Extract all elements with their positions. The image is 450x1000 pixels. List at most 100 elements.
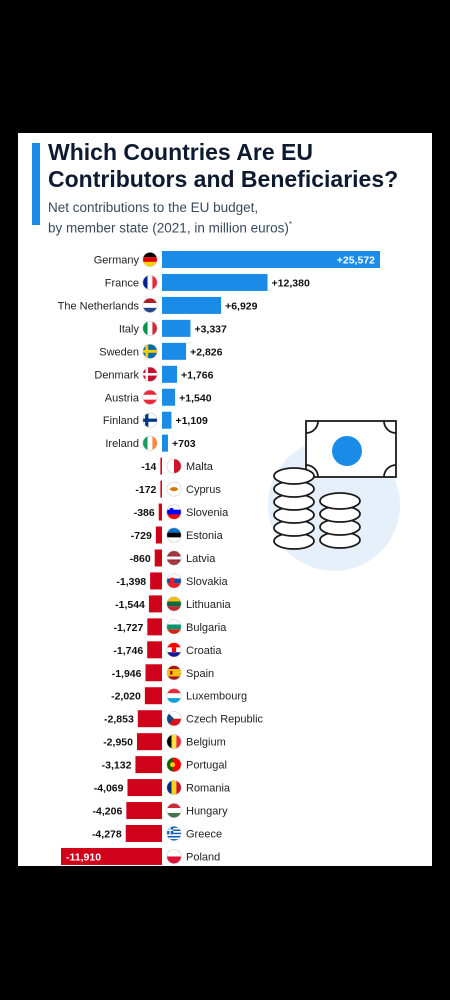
bar-estonia xyxy=(155,526,162,544)
bar-spain xyxy=(145,664,162,682)
value-label-croatia: -1,746 xyxy=(113,645,143,657)
title-accent-bar xyxy=(32,143,40,225)
category-label-poland: Poland xyxy=(186,851,220,863)
category-label-austria: Austria xyxy=(105,392,140,404)
poland-flag-outline xyxy=(166,848,182,864)
value-label-spain: -1,946 xyxy=(112,668,142,680)
portugal-flag-icon xyxy=(166,757,182,772)
italy-flag-icon xyxy=(142,321,158,336)
bulgaria-flag-outline xyxy=(166,619,182,635)
greece-flag-outline xyxy=(166,825,182,841)
value-label-ireland: +703 xyxy=(172,438,196,450)
bar-cyprus xyxy=(160,480,162,498)
category-label-italy: Italy xyxy=(119,323,140,335)
coin-stack-right-icon xyxy=(319,492,361,549)
subtitle-line-1: Net contributions to the EU budget, xyxy=(48,200,259,215)
bar-germany xyxy=(162,251,380,268)
bar-portugal xyxy=(135,756,162,774)
category-label-slovenia: Slovenia xyxy=(186,507,229,519)
bar-greece xyxy=(125,825,162,842)
romania-flag-icon xyxy=(166,780,182,795)
slovenia-flag-icon xyxy=(166,504,182,520)
poland-flag-icon xyxy=(166,849,182,864)
sweden-flag-icon xyxy=(142,344,158,359)
hungary-flag-icon xyxy=(166,803,182,818)
latvia-flag-icon xyxy=(166,550,182,566)
bar-lithuania xyxy=(148,595,162,613)
bar-latvia xyxy=(154,549,162,567)
chart-subtitle: Net contributions to the EU budget, by me… xyxy=(48,199,428,237)
value-label-czech-republic: -2,853 xyxy=(104,714,134,726)
sweden-flag-outline xyxy=(142,343,158,359)
value-label-lithuania: -1,544 xyxy=(115,599,145,611)
finland-flag-outline xyxy=(142,412,158,428)
value-label-estonia: -729 xyxy=(131,530,152,542)
bar-slovakia xyxy=(150,572,162,590)
bar-slovenia xyxy=(158,503,162,521)
category-label-ireland: Ireland xyxy=(105,438,139,450)
bar-ireland xyxy=(162,434,168,452)
value-label-france: +12,380 xyxy=(272,277,310,289)
value-label-malta: -14 xyxy=(141,461,156,473)
ireland-flag-outline xyxy=(142,435,158,451)
category-label-croatia: Croatia xyxy=(186,645,222,657)
chart-title: Which Countries Are EU Contributors and … xyxy=(48,139,399,192)
value-label-denmark: +1,766 xyxy=(181,369,214,381)
croatia-flag-outline xyxy=(166,642,182,658)
value-label-slovakia: -1,398 xyxy=(116,576,146,588)
czech-republic-flag-outline xyxy=(166,711,182,727)
lithuania-flag-icon xyxy=(166,596,182,612)
the-netherlands-flag-outline xyxy=(142,297,158,313)
luxembourg-flag-outline xyxy=(166,688,182,704)
value-label-poland: -11,910 xyxy=(66,851,101,863)
finland-flag-icon xyxy=(142,413,158,428)
lithuania-flag-outline xyxy=(166,596,182,612)
value-label-bulgaria: -1,727 xyxy=(114,622,144,634)
value-label-hungary: -4,206 xyxy=(93,806,123,818)
bar-sweden xyxy=(162,342,187,360)
italy-flag-outline xyxy=(142,320,158,336)
bar-croatia xyxy=(147,641,162,659)
category-label-spain: Spain xyxy=(186,668,214,680)
greece-flag-icon xyxy=(166,826,182,841)
value-label-romania: -4,069 xyxy=(94,783,124,795)
spain-flag-outline xyxy=(166,665,182,681)
ireland-flag-icon xyxy=(142,435,158,451)
category-label-the-netherlands: The Netherlands xyxy=(58,300,140,312)
category-label-portugal: Portugal xyxy=(186,760,227,772)
malta-flag-icon xyxy=(166,458,182,474)
estonia-flag-icon xyxy=(166,527,182,543)
germany-flag-outline xyxy=(142,252,158,268)
bar-austria xyxy=(162,388,176,406)
bulgaria-flag-icon xyxy=(166,619,182,635)
category-label-hungary: Hungary xyxy=(186,806,228,818)
slovakia-flag-icon xyxy=(166,573,182,589)
bar-france xyxy=(162,273,268,291)
spain-flag-icon xyxy=(166,665,182,680)
latvia-flag-outline xyxy=(166,550,182,566)
value-label-austria: +1,540 xyxy=(179,392,212,404)
france-flag-outline xyxy=(142,274,158,290)
value-label-slovenia: -386 xyxy=(134,507,155,519)
banknote-and-coin-stacks-icon xyxy=(268,420,400,571)
belgium-flag-icon xyxy=(166,734,182,749)
germany-flag-icon xyxy=(142,252,158,267)
bar-poland xyxy=(61,847,162,865)
cyprus-flag-outline xyxy=(166,481,182,497)
value-label-sweden: +2,826 xyxy=(190,346,223,358)
austria-flag-outline xyxy=(142,389,158,405)
bar-italy xyxy=(162,319,191,337)
bar-finland xyxy=(162,411,172,429)
belgium-flag-outline xyxy=(166,734,182,750)
footnote-mark: * xyxy=(288,220,292,229)
bar-hungary xyxy=(126,802,162,820)
category-label-cyprus: Cyprus xyxy=(186,484,221,496)
category-label-sweden: Sweden xyxy=(99,346,139,358)
value-label-cyprus: -172 xyxy=(135,484,156,496)
category-label-belgium: Belgium xyxy=(186,737,226,749)
romania-flag-outline xyxy=(166,780,182,796)
chart-card: Which Countries Are EU Contributors and … xyxy=(18,133,432,866)
category-label-slovakia: Slovakia xyxy=(186,576,228,588)
bar-the-netherlands xyxy=(162,296,222,314)
bar-czech-republic xyxy=(137,710,162,728)
